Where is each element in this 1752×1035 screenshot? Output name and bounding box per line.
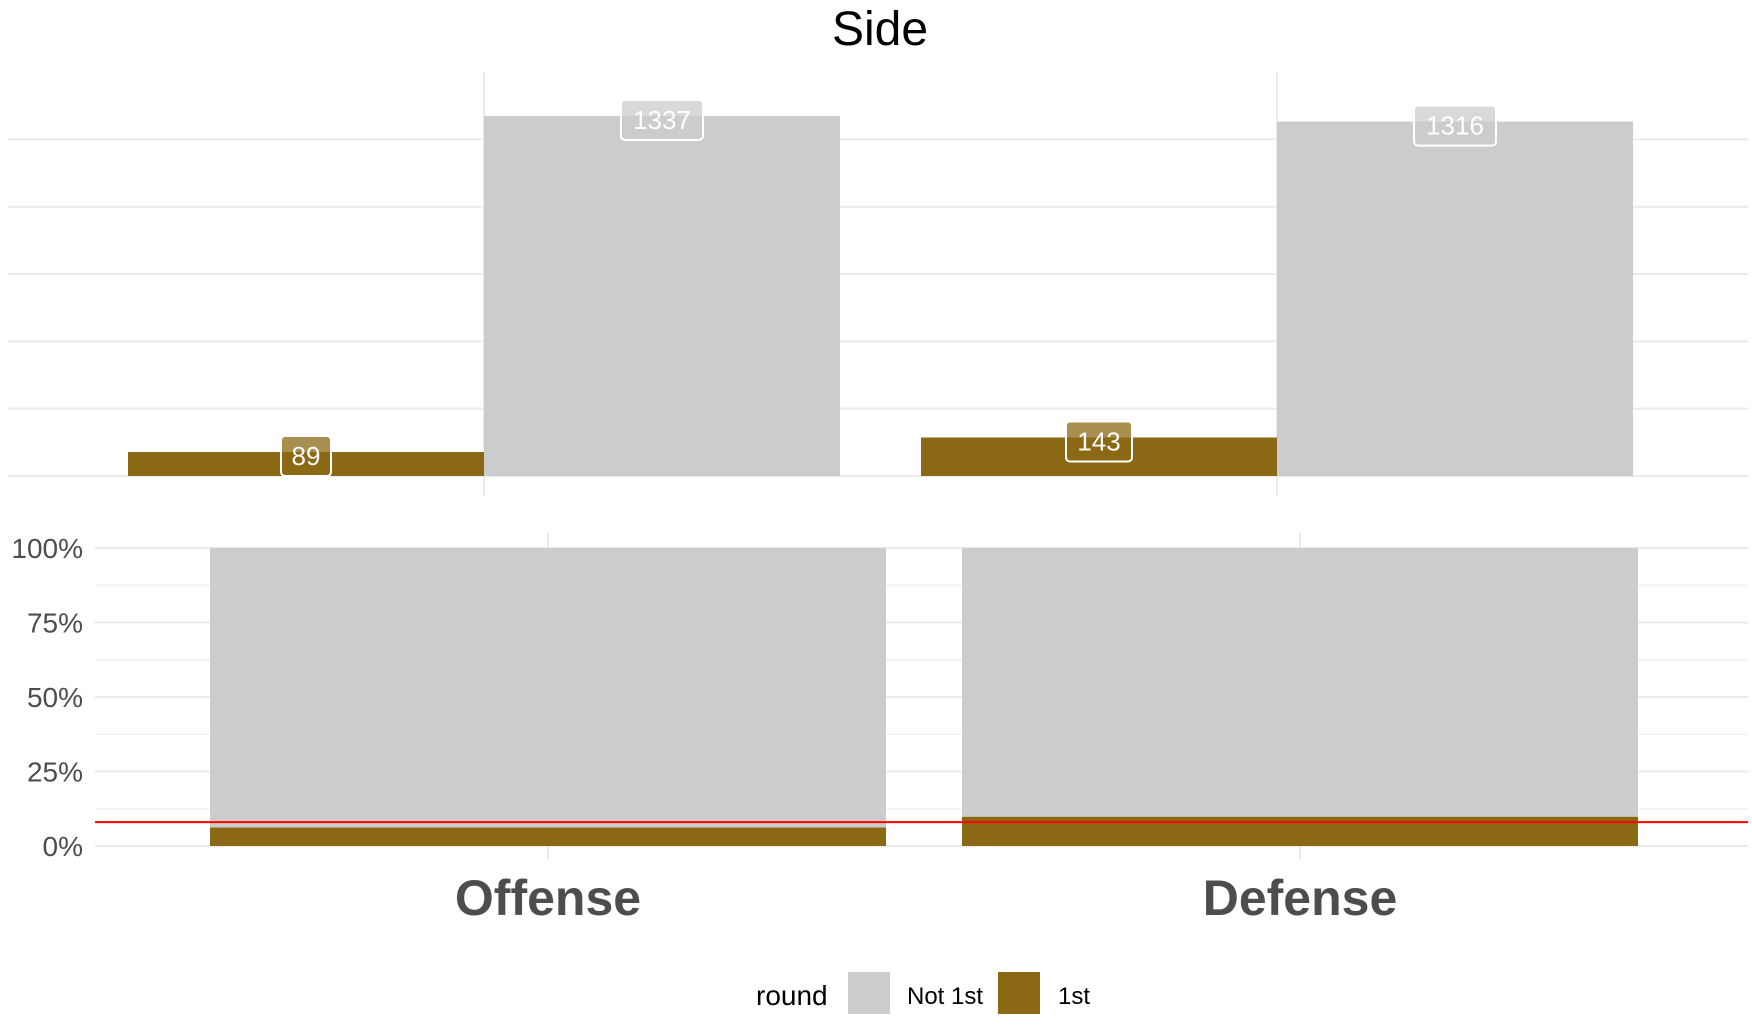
stack-defense-not-1st <box>962 548 1638 817</box>
x-category-label: Offense <box>455 870 641 926</box>
x-category-label: Defense <box>1203 870 1398 926</box>
ytick-label: 0% <box>43 831 83 862</box>
data-label-text: 89 <box>292 441 321 471</box>
ytick-label: 75% <box>27 608 83 639</box>
data-label-text: 143 <box>1077 426 1120 456</box>
legend: round Not 1st 1st <box>756 972 1090 1014</box>
stack-offense-not-1st <box>210 548 886 828</box>
data-label-defense-not-1st: 1316 <box>1413 104 1497 147</box>
ytick-label: 50% <box>27 682 83 713</box>
ytick-label: 25% <box>27 757 83 788</box>
data-label-offense-1st: 89 <box>280 435 332 478</box>
data-label-box <box>620 98 704 141</box>
stack-offense-1st <box>210 827 886 846</box>
bar-offense-not-1st <box>484 115 840 477</box>
legend-label-not-1st: Not 1st <box>907 983 983 1010</box>
data-label-box <box>280 435 332 478</box>
legend-title: round <box>756 980 828 1011</box>
data-label-text: 1316 <box>1426 111 1484 141</box>
top-panel: 89 1337 143 1316 <box>8 72 1748 496</box>
bottom-panel: 0% 25% 50% 75% 100% Offense Defense <box>11 532 1748 926</box>
data-label-box <box>1065 420 1133 463</box>
legend-swatch-not-1st <box>848 972 890 1014</box>
chart-title: Side <box>832 3 928 56</box>
data-label-text: 1337 <box>633 105 691 135</box>
bar-defense-not-1st <box>1277 121 1633 476</box>
data-label-defense-1st: 143 <box>1065 420 1133 463</box>
ytick-label: 100% <box>11 533 83 564</box>
data-label-box <box>1413 104 1497 147</box>
legend-label-1st: 1st <box>1058 983 1090 1010</box>
data-label-offense-not-1st: 1337 <box>620 98 704 141</box>
legend-swatch-1st <box>998 972 1040 1014</box>
